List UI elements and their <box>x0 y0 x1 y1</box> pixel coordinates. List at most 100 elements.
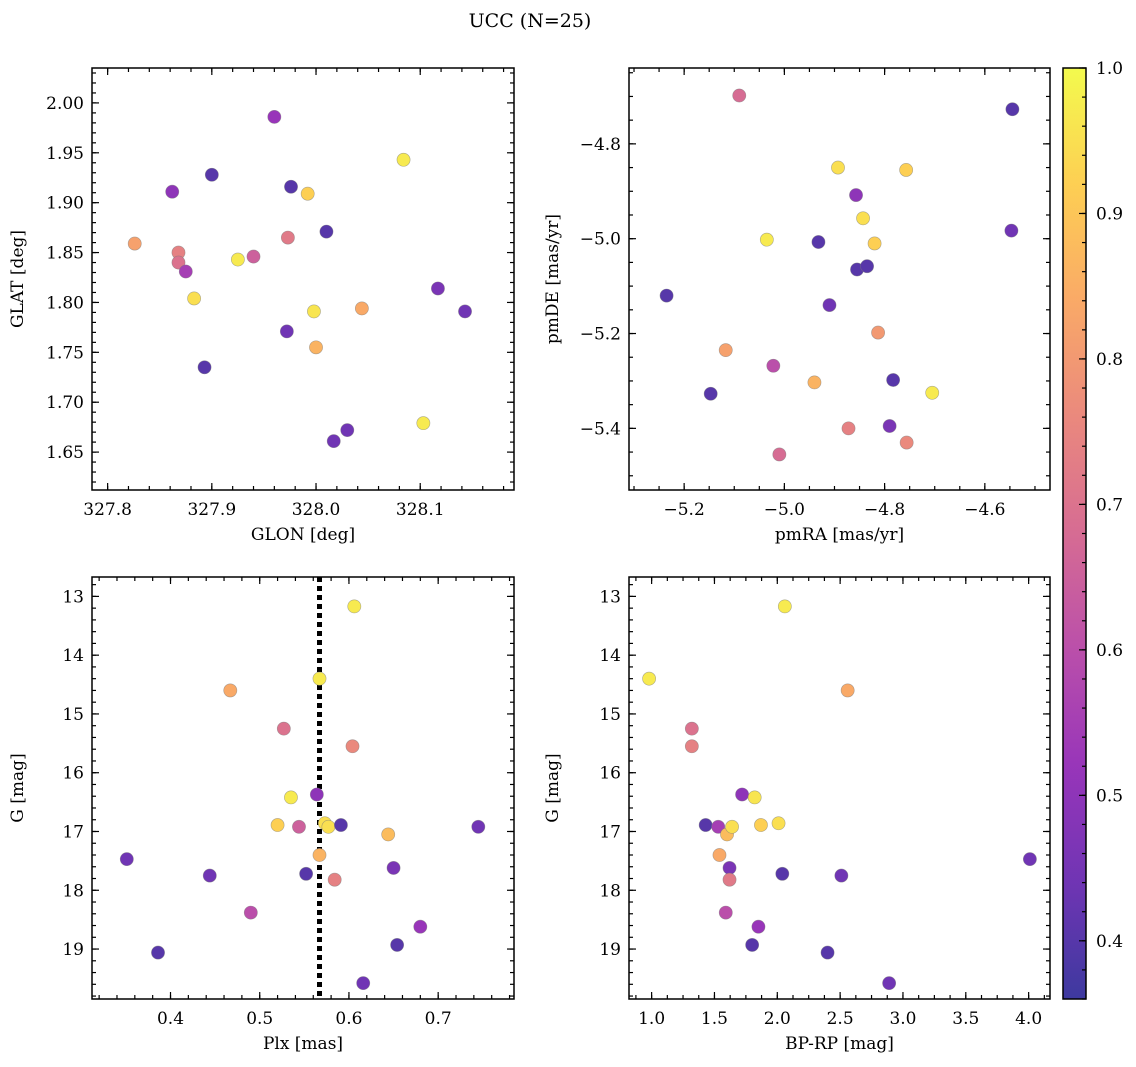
data-point <box>754 818 768 832</box>
data-point <box>712 848 727 862</box>
axis-ticks <box>92 68 514 490</box>
y-axis-label: G [mag] <box>543 753 563 822</box>
data-point <box>831 160 845 175</box>
y-axis-label: G [mag] <box>8 753 28 822</box>
data-point <box>840 683 855 698</box>
data-point <box>882 419 897 433</box>
y-tick-label: 1.75 <box>46 343 84 363</box>
data-point <box>178 264 193 279</box>
data-point <box>202 868 217 883</box>
plot-frame <box>91 67 515 491</box>
colorbar-tick-label: 0.5 <box>1096 786 1123 806</box>
colorbar-tick-label: 0.7 <box>1096 495 1123 515</box>
data-point <box>711 819 726 834</box>
x-tick-label: −4.8 <box>864 500 905 520</box>
data-point <box>321 819 336 834</box>
y-tick-label: 17 <box>599 822 621 842</box>
data-point <box>230 252 245 267</box>
x-tick-label: 4.0 <box>1015 1009 1042 1029</box>
data-point <box>119 852 134 867</box>
y-tick-label: 18 <box>62 881 84 901</box>
data-point <box>899 163 914 177</box>
y-tick-label: 16 <box>62 764 84 784</box>
data-point <box>771 816 786 831</box>
data-point <box>284 790 298 805</box>
y-tick-label: 1.95 <box>46 144 84 164</box>
data-point <box>347 599 362 614</box>
data-point <box>276 721 291 736</box>
x-tick-label: 0.6 <box>335 1009 362 1029</box>
y-tick-label: 14 <box>599 646 621 666</box>
x-tick-label: 3.5 <box>952 1009 979 1029</box>
figure-title: UCC (N=25) <box>469 10 592 32</box>
data-point <box>309 787 324 802</box>
data-point <box>1004 223 1019 238</box>
y-tick-label: −5.4 <box>580 419 621 439</box>
x-tick-label: 328.1 <box>396 500 445 520</box>
data-point <box>354 301 369 316</box>
data-point <box>187 291 202 306</box>
scatter-panel-2: −5.2 −5.0 −4.8 −4.6 −5.4 −5.2 −5.0 −4.8 pmRA [ma… <box>543 67 1051 545</box>
axis-ticks <box>629 68 1050 490</box>
y-tick-label: 1.65 <box>46 443 84 463</box>
data-point <box>698 818 713 832</box>
data-point <box>345 739 360 754</box>
data-point <box>307 304 321 319</box>
data-point <box>834 868 849 883</box>
y-tick-label: 16 <box>599 764 621 784</box>
plot-frame <box>91 576 515 1000</box>
scatter-panel-4: 1.0 1.5 2.0 2.5 3.0 3.5 4.0 13 14 15 16 17 18 19 BP-RP… <box>543 576 1051 1054</box>
plot-frame <box>628 576 1051 1000</box>
data-point <box>856 211 870 226</box>
y-tick-label: −5.0 <box>580 230 621 250</box>
x-axis-label: Plx [mas] <box>263 1034 343 1054</box>
data-point <box>300 186 315 201</box>
plot-frame <box>628 67 1051 491</box>
data-point <box>841 421 856 436</box>
x-tick-label: 1.5 <box>701 1009 728 1029</box>
x-tick-label: 0.7 <box>425 1009 452 1029</box>
data-point <box>722 872 737 887</box>
data-point <box>284 179 298 194</box>
x-axis-label: pmRA [mas/yr] <box>775 525 904 545</box>
axis-ticks <box>92 577 514 999</box>
data-point <box>381 827 396 842</box>
data-point <box>684 739 699 754</box>
x-tick-label: 2.0 <box>764 1009 791 1029</box>
data-point <box>718 343 733 358</box>
data-point <box>165 184 180 199</box>
axis-ticks <box>629 577 1050 999</box>
data-point <box>396 152 411 167</box>
data-point <box>759 232 774 247</box>
data-point <box>849 188 863 202</box>
data-point <box>871 325 885 340</box>
colorbar-tick-label: 0.6 <box>1096 641 1123 661</box>
data-point <box>745 938 760 952</box>
data-point <box>867 236 882 251</box>
x-tick-label: 2.5 <box>827 1009 854 1029</box>
data-point <box>882 976 897 991</box>
data-point <box>319 224 334 239</box>
y-tick-label: 13 <box>62 587 84 607</box>
x-tick-label: −5.2 <box>663 500 704 520</box>
data-point <box>747 790 762 805</box>
y-tick-label: 1.70 <box>46 393 84 413</box>
data-point <box>299 866 314 881</box>
data-point <box>413 919 428 934</box>
data-point <box>732 88 747 103</box>
data-point <box>127 236 142 251</box>
data-point <box>925 385 940 400</box>
data-point <box>312 671 327 686</box>
data-point <box>642 671 657 686</box>
data-point <box>860 259 874 274</box>
x-tick-label: 327.8 <box>83 500 132 520</box>
x-tick-label: 0.4 <box>157 1009 184 1029</box>
data-point <box>151 945 165 960</box>
y-axis-label: pmDE [mas/yr] <box>543 214 563 344</box>
data-point <box>390 938 405 952</box>
colorbar-gradient <box>1063 68 1086 999</box>
data-point <box>1022 852 1037 867</box>
data-point <box>267 109 282 124</box>
data-point <box>1005 102 1020 117</box>
x-tick-label: 3.0 <box>889 1009 916 1029</box>
